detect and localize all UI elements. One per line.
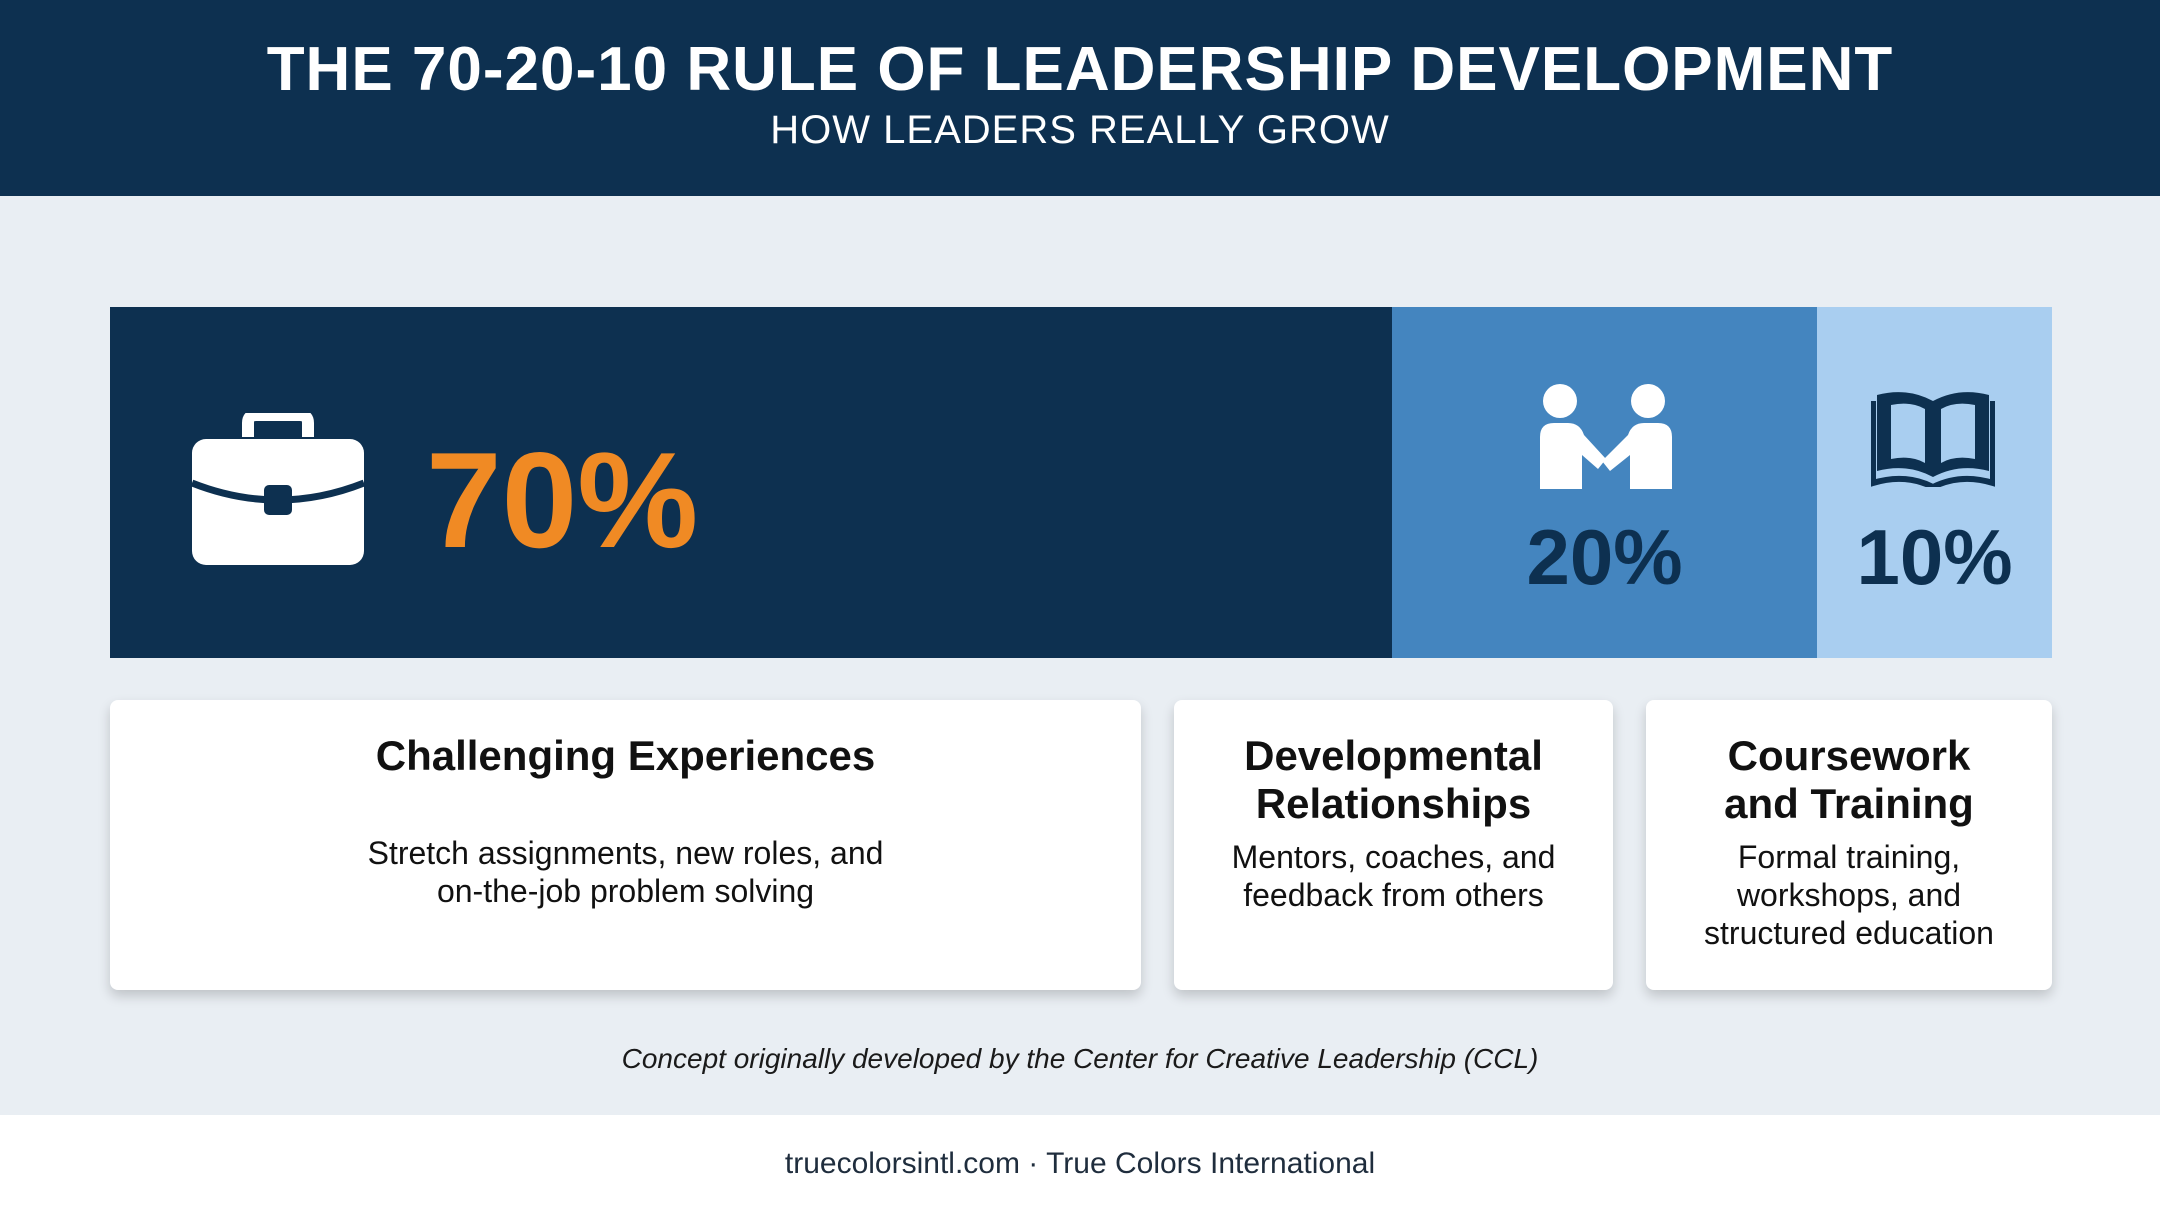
segment-70: 70% — [110, 307, 1392, 658]
page-subtitle: HOW LEADERS REALLY GROW — [770, 108, 1390, 152]
value-label-10: 10% — [1856, 513, 2013, 601]
open-book-icon — [1871, 392, 1995, 487]
card-description: Stretch assignments, new roles, and on-t… — [367, 835, 884, 909]
segment-20: 20% — [1392, 307, 1817, 658]
card-coursework-training: Coursework and Training Formal training,… — [1646, 700, 2052, 990]
stacked-proportion-bar: 70% 20% 10% — [110, 307, 2052, 658]
card-title: Challenging Experiences — [375, 732, 876, 779]
card-description: Formal training, workshops, and structur… — [1704, 839, 1994, 951]
card-description: Mentors, coaches, and feedback from othe… — [1231, 839, 1556, 913]
card-title: Developmental Relationships — [1244, 732, 1543, 827]
briefcase-icon — [190, 413, 366, 565]
handshake-icon — [1540, 384, 1672, 489]
card-title: Coursework and Training — [1724, 732, 1974, 827]
page-title: THE 70-20-10 RULE OF LEADERSHIP DEVELOPM… — [266, 35, 1894, 104]
footer: truecolorsintl.com · True Colors Interna… — [0, 1115, 2160, 1206]
attribution-note: Concept originally developed by the Cent… — [621, 1043, 1539, 1074]
footer-text: truecolorsintl.com · True Colors Interna… — [784, 1147, 1376, 1180]
card-developmental-relationships: Developmental Relationships Mentors, coa… — [1174, 700, 1613, 990]
header-banner: THE 70-20-10 RULE OF LEADERSHIP DEVELOPM… — [0, 0, 2160, 196]
segment-10: 10% — [1817, 307, 2052, 658]
value-label-20: 20% — [1526, 513, 1683, 601]
value-label-70: 70% — [426, 424, 699, 576]
card-challenging-experiences: Challenging Experiences Stretch assignme… — [110, 700, 1141, 990]
